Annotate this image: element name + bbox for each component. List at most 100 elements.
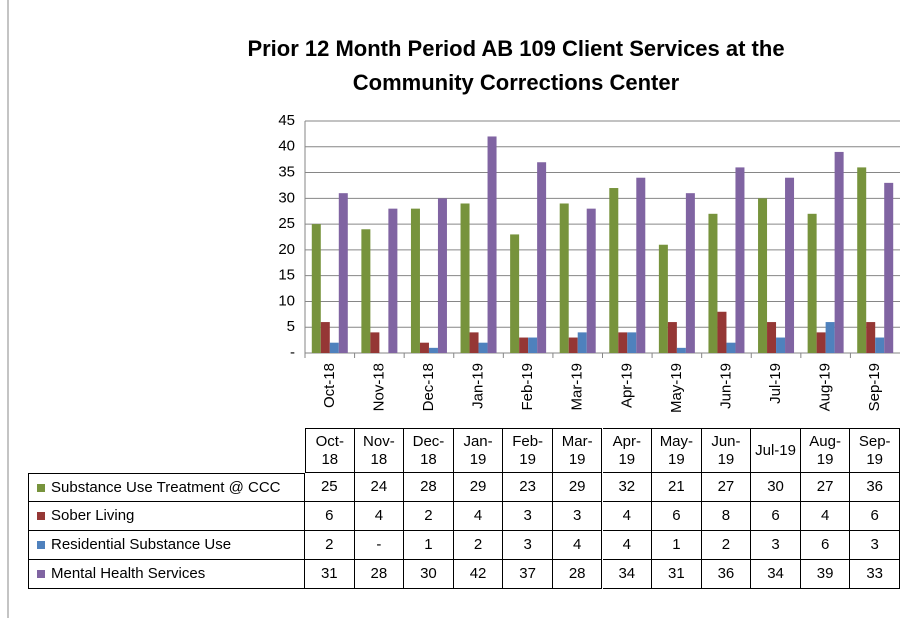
x-tick-label: Aug-19 <box>817 363 834 411</box>
table-value: 4 <box>453 502 504 531</box>
bar <box>437 198 447 353</box>
table-value: 4 <box>354 502 405 531</box>
table-value: 21 <box>652 473 702 502</box>
legend-swatch <box>37 483 45 492</box>
table-value: 31 <box>305 560 355 589</box>
table-header: Sep-19 <box>850 428 900 473</box>
x-tick-label: May-19 <box>668 363 685 413</box>
y-tick-label: 40 <box>278 138 295 155</box>
table-header: Aug-19 <box>800 428 851 473</box>
table-value: 36 <box>701 560 752 589</box>
table-value: 23 <box>503 473 553 502</box>
table-header: Jun-19 <box>701 428 752 473</box>
table-value: 2 <box>453 531 504 560</box>
legend-label: Mental Health Services <box>51 565 206 582</box>
bar <box>370 332 380 353</box>
y-tick-label: 15 <box>278 267 295 284</box>
bar <box>460 203 470 353</box>
legend-entry: Residential Substance Use <box>28 531 305 560</box>
table-value: 27 <box>701 473 752 502</box>
table-header: Apr-19 <box>602 428 653 473</box>
table-value: 25 <box>305 473 355 502</box>
table-value: 6 <box>652 502 702 531</box>
y-tick-label: 30 <box>278 189 295 206</box>
table-value: 32 <box>602 473 653 502</box>
y-tick-label: 45 <box>278 112 295 129</box>
table-value: 6 <box>850 502 900 531</box>
table-value: 28 <box>354 560 405 589</box>
bar <box>884 182 894 353</box>
bar <box>320 322 330 353</box>
y-tick-label: 35 <box>278 164 295 181</box>
legend-swatch <box>37 570 45 578</box>
legend-entry: Substance Use Treatment @ CCC <box>28 473 305 502</box>
table-value: 3 <box>552 502 603 531</box>
bar <box>510 234 520 353</box>
table-header: May-19 <box>652 428 702 473</box>
table-value: 6 <box>751 502 801 531</box>
bar <box>627 332 637 353</box>
table-header: Jan-19 <box>453 428 504 473</box>
bar <box>487 136 497 353</box>
bar <box>559 203 569 353</box>
chart-title: Prior 12 Month Period AB 109 Client Serv… <box>247 36 785 95</box>
table-header: Feb-19 <box>503 428 553 473</box>
legend-label: Sober Living <box>51 507 135 524</box>
table-header: Mar-19 <box>552 428 603 473</box>
bar <box>577 332 587 353</box>
table-value: 4 <box>552 531 603 560</box>
bar <box>785 177 795 353</box>
x-tick-label: Sep-19 <box>866 363 883 411</box>
table-value: 3 <box>503 502 553 531</box>
legend-label: Substance Use Treatment @ CCC <box>51 478 281 496</box>
bar <box>825 322 835 353</box>
table-value: 2 <box>701 531 752 560</box>
legend-label: Residential Substance Use <box>51 536 232 553</box>
table-value: - <box>354 531 405 560</box>
bar <box>388 208 398 353</box>
bar <box>676 347 686 353</box>
bar <box>528 337 538 353</box>
bar <box>338 193 348 353</box>
table-value: 37 <box>503 560 553 589</box>
x-tick-label: Jan-19 <box>470 363 487 409</box>
bar <box>717 311 727 353</box>
bar <box>708 213 718 353</box>
bar <box>807 213 817 353</box>
table-value: 42 <box>453 560 504 589</box>
table-value: 6 <box>800 531 851 560</box>
y-tick-label: - <box>290 344 295 361</box>
x-tick-label: Apr-19 <box>618 363 635 408</box>
table-value: 2 <box>305 531 355 560</box>
table-value: 8 <box>701 502 752 531</box>
bar <box>410 208 420 353</box>
x-tick-label: Dec-18 <box>420 363 437 411</box>
bar <box>361 229 371 353</box>
table-value: 2 <box>404 502 454 531</box>
table-value: 30 <box>751 473 801 502</box>
bar <box>776 337 786 353</box>
table-value: 1 <box>652 531 702 560</box>
bar <box>767 322 777 353</box>
table-value: 29 <box>552 473 603 502</box>
bar <box>428 347 438 353</box>
bar <box>568 337 578 353</box>
table-value: 39 <box>800 560 851 589</box>
bar <box>419 342 429 353</box>
y-tick-label: 5 <box>287 318 295 335</box>
bar <box>726 342 736 353</box>
table-value: 33 <box>850 560 900 589</box>
x-tick-label: Mar-19 <box>569 363 586 411</box>
table-value: 3 <box>503 531 553 560</box>
x-tick-label: Oct-18 <box>321 363 338 408</box>
bar <box>816 332 826 353</box>
bar <box>478 342 488 353</box>
bar <box>519 337 529 353</box>
table-value: 6 <box>305 502 355 531</box>
x-tick-label: Jul-19 <box>767 363 784 404</box>
table-value: 24 <box>354 473 405 502</box>
bar <box>685 193 695 353</box>
y-tick-label: 25 <box>278 215 295 232</box>
